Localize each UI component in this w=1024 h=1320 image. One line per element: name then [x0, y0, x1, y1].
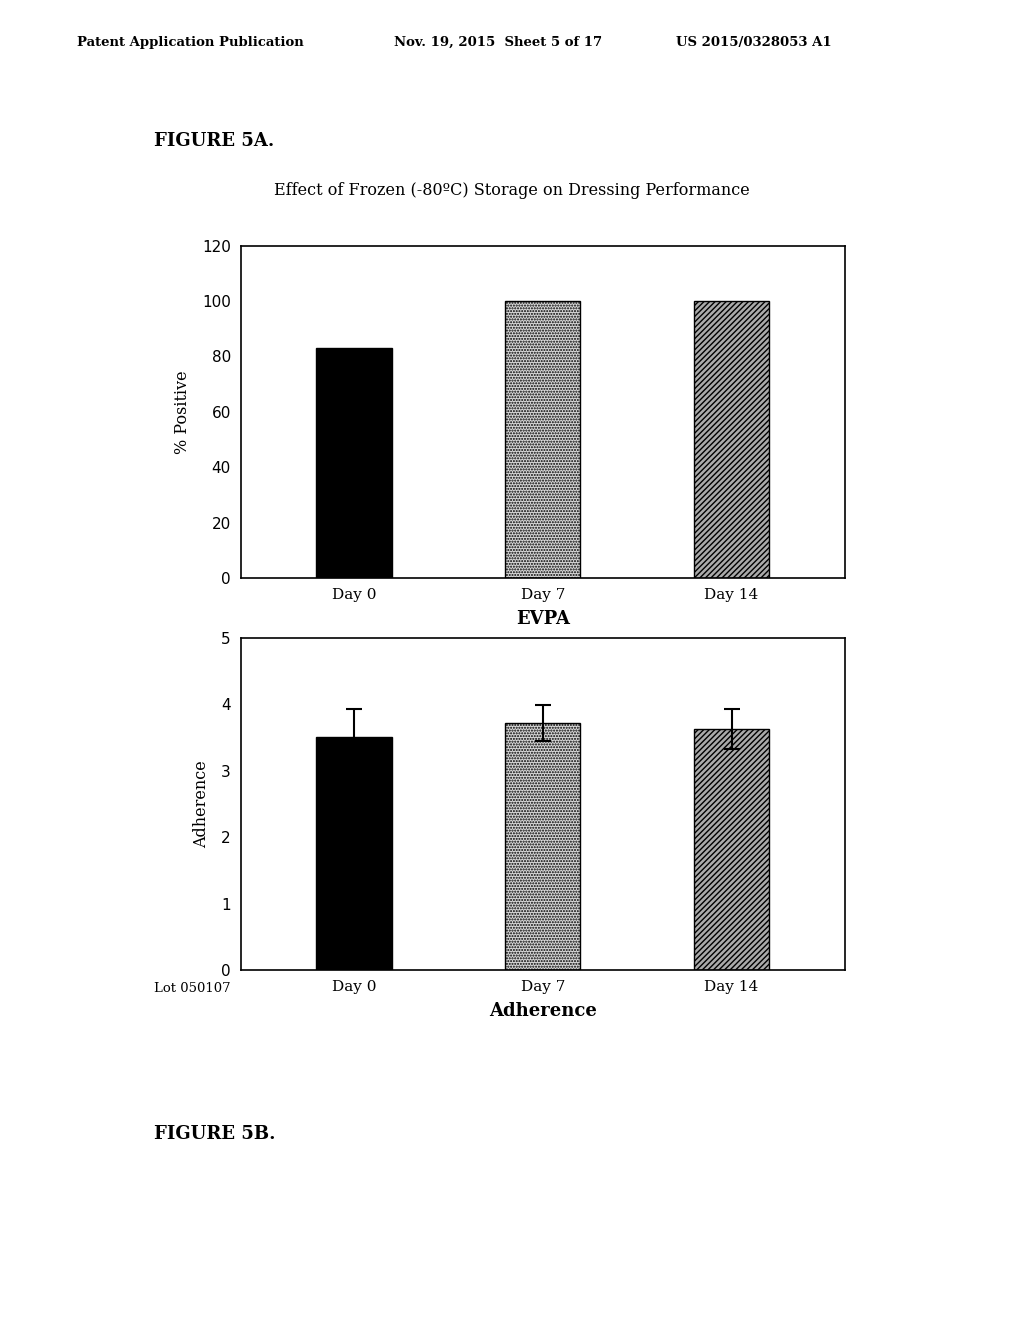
Text: FIGURE 5B.: FIGURE 5B.: [154, 1125, 275, 1143]
Bar: [694, 301, 769, 578]
Bar: [694, 730, 769, 970]
Text: Nov. 19, 2015  Sheet 5 of 17: Nov. 19, 2015 Sheet 5 of 17: [394, 36, 602, 49]
Y-axis label: % Positive: % Positive: [174, 370, 190, 454]
Text: Lot 050107: Lot 050107: [154, 982, 230, 995]
Bar: [505, 301, 581, 578]
Text: Effect of Frozen (-80ºC) Storage on Dressing Performance: Effect of Frozen (-80ºC) Storage on Dres…: [274, 182, 750, 199]
Bar: [316, 348, 391, 578]
Bar: [505, 723, 581, 970]
Text: Patent Application Publication: Patent Application Publication: [77, 36, 303, 49]
Text: FIGURE 5A.: FIGURE 5A.: [154, 132, 273, 150]
X-axis label: Adherence: Adherence: [488, 1002, 597, 1020]
Y-axis label: Adherence: Adherence: [194, 760, 210, 847]
Bar: [316, 738, 391, 970]
Text: US 2015/0328053 A1: US 2015/0328053 A1: [676, 36, 831, 49]
X-axis label: EVPA: EVPA: [516, 610, 569, 628]
